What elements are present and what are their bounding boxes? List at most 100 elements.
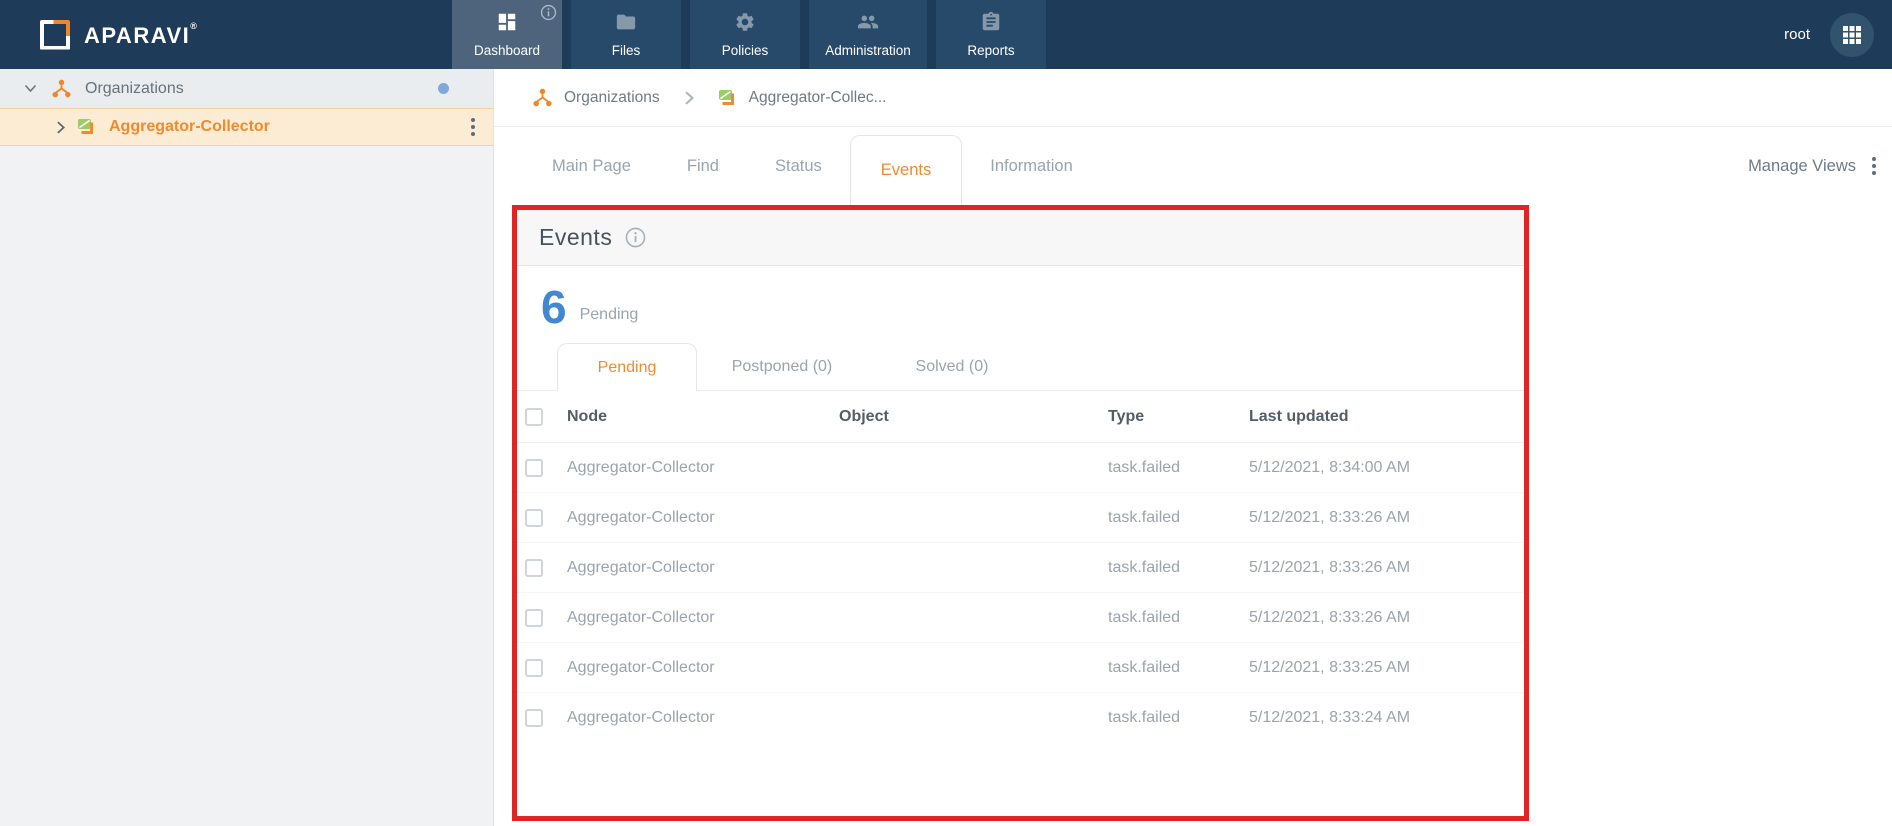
breadcrumb-label: Organizations bbox=[564, 88, 660, 106]
nav-tab-label: Dashboard bbox=[473, 43, 541, 58]
apps-grid-icon bbox=[1843, 25, 1861, 44]
row-checkbox[interactable] bbox=[525, 658, 543, 677]
tab-main-page[interactable]: Main Page bbox=[552, 156, 631, 175]
people-icon bbox=[856, 11, 880, 38]
cell-type: task.failed bbox=[1108, 658, 1181, 676]
column-header-object: Object bbox=[839, 407, 889, 425]
breadcrumb-item-aggregator-collector[interactable]: Aggregator-Collec... bbox=[718, 88, 887, 107]
cell-type: task.failed bbox=[1108, 508, 1181, 526]
nav-tab-policies[interactable]: Policies bbox=[690, 0, 800, 69]
folder-icon bbox=[615, 11, 637, 38]
pending-summary: 6 Pending bbox=[517, 266, 1524, 333]
tab-events[interactable]: Events bbox=[849, 135, 963, 205]
manage-views-label: Manage Views bbox=[1748, 156, 1856, 175]
cell-node: Aggregator-Collector bbox=[567, 458, 715, 476]
tab-information[interactable]: Information bbox=[990, 156, 1073, 175]
events-panel: Events 6 Pending Pending Postponed (0) S… bbox=[512, 205, 1529, 821]
tree-item-label: Organizations bbox=[85, 79, 184, 97]
apps-grid-button[interactable] bbox=[1830, 12, 1874, 57]
table-row[interactable]: Aggregator-Collector task.failed 5/12/20… bbox=[517, 693, 1524, 743]
breadcrumb-separator-icon bbox=[684, 90, 694, 105]
tab-find[interactable]: Find bbox=[686, 156, 719, 175]
select-all-checkbox[interactable] bbox=[525, 407, 543, 426]
row-checkbox[interactable] bbox=[525, 458, 543, 477]
row-checkbox[interactable] bbox=[525, 709, 543, 728]
nav-tab-label: Policies bbox=[721, 43, 769, 58]
chevron-right-icon[interactable] bbox=[56, 120, 65, 134]
sidebar-item-aggregator-collector[interactable]: Aggregator-Collector bbox=[0, 108, 493, 146]
cell-node: Aggregator-Collector bbox=[567, 709, 715, 727]
row-checkbox[interactable] bbox=[525, 608, 543, 627]
nav-tab-label: Administration bbox=[825, 43, 911, 58]
nav-tab-dashboard[interactable]: Dashboard bbox=[452, 0, 562, 69]
panel-title: Events bbox=[539, 224, 613, 250]
dashboard-icon bbox=[496, 11, 518, 38]
events-tab-bar: Pending Postponed (0) Solved (0) bbox=[517, 343, 1524, 392]
main-content: Organizations Aggregator-Collec... Main … bbox=[494, 69, 1892, 826]
breadcrumb-item-organizations[interactable]: Organizations bbox=[532, 88, 660, 107]
column-header-last-updated: Last updated bbox=[1249, 407, 1349, 425]
organization-icon bbox=[52, 79, 71, 98]
tab-postponed[interactable]: Postponed (0) bbox=[731, 358, 833, 376]
user-name[interactable]: root bbox=[1784, 26, 1810, 43]
cell-node: Aggregator-Collector bbox=[567, 608, 715, 626]
node-icon bbox=[78, 119, 93, 134]
nav-tab-files[interactable]: Files bbox=[571, 0, 681, 69]
table-row[interactable]: Aggregator-Collector task.failed 5/12/20… bbox=[517, 593, 1524, 644]
organization-icon bbox=[533, 88, 552, 107]
cell-last-updated: 5/12/2021, 8:33:26 AM bbox=[1249, 558, 1411, 576]
info-icon[interactable] bbox=[625, 227, 646, 248]
page-tab-bar: Main Page Find Status Events Information… bbox=[494, 127, 1892, 205]
brand-area: APARAVI® bbox=[0, 0, 452, 69]
status-dot bbox=[438, 83, 449, 94]
aparavi-logo-icon bbox=[38, 18, 72, 52]
row-checkbox[interactable] bbox=[525, 508, 543, 527]
cell-last-updated: 5/12/2021, 8:33:24 AM bbox=[1249, 709, 1411, 727]
nav-tab-label: Reports bbox=[967, 43, 1015, 58]
info-icon[interactable] bbox=[540, 4, 557, 21]
cell-type: task.failed bbox=[1108, 458, 1181, 476]
nav-tab-reports[interactable]: Reports bbox=[936, 0, 1046, 69]
cell-type: task.failed bbox=[1108, 709, 1181, 727]
sidebar-item-organizations[interactable]: Organizations bbox=[0, 69, 493, 108]
cell-type: task.failed bbox=[1108, 608, 1181, 626]
nav-tab-label: Files bbox=[611, 43, 641, 58]
breadcrumb-label: Aggregator-Collec... bbox=[748, 88, 887, 106]
column-header-type: Type bbox=[1108, 407, 1145, 425]
brand-name: APARAVI® bbox=[84, 20, 199, 48]
org-tree-sidebar: Organizations Aggregator-Collector bbox=[0, 69, 494, 826]
tree-item-label: Aggregator-Collector bbox=[109, 118, 270, 135]
kebab-menu-icon[interactable] bbox=[471, 118, 475, 136]
tab-solved[interactable]: Solved (0) bbox=[915, 358, 989, 376]
events-table-header: Node Object Type Last updated bbox=[517, 391, 1524, 444]
pending-count-label: Pending bbox=[579, 306, 639, 324]
topbar-right: root bbox=[1784, 0, 1892, 69]
panel-empty-space bbox=[517, 743, 1524, 816]
primary-nav: Dashboard Files Policies Administration … bbox=[452, 0, 1046, 69]
cell-node: Aggregator-Collector bbox=[567, 508, 715, 526]
cell-node: Aggregator-Collector bbox=[567, 658, 715, 676]
top-navbar: APARAVI® Dashboard Files Policies bbox=[0, 0, 1892, 69]
node-icon bbox=[718, 89, 734, 105]
table-row[interactable]: Aggregator-Collector task.failed 5/12/20… bbox=[517, 493, 1524, 544]
manage-views-button[interactable]: Manage Views bbox=[1748, 127, 1876, 205]
table-row[interactable]: Aggregator-Collector task.failed 5/12/20… bbox=[517, 643, 1524, 694]
cell-last-updated: 5/12/2021, 8:34:00 AM bbox=[1249, 458, 1411, 476]
breadcrumb: Organizations Aggregator-Collec... bbox=[494, 69, 1892, 127]
chevron-down-icon[interactable] bbox=[24, 84, 37, 93]
gear-icon bbox=[734, 11, 756, 38]
tab-pending[interactable]: Pending bbox=[557, 343, 697, 392]
cell-last-updated: 5/12/2021, 8:33:25 AM bbox=[1249, 658, 1411, 676]
row-checkbox[interactable] bbox=[525, 558, 543, 577]
table-row[interactable]: Aggregator-Collector task.failed 5/12/20… bbox=[517, 443, 1524, 494]
cell-type: task.failed bbox=[1108, 558, 1181, 576]
kebab-menu-icon[interactable] bbox=[1872, 157, 1876, 175]
registered-mark: ® bbox=[190, 20, 199, 31]
clipboard-icon bbox=[980, 11, 1002, 38]
tab-status[interactable]: Status bbox=[775, 156, 822, 175]
pending-count: 6 bbox=[541, 281, 567, 333]
events-panel-header: Events bbox=[517, 210, 1524, 266]
table-row[interactable]: Aggregator-Collector task.failed 5/12/20… bbox=[517, 543, 1524, 594]
cell-last-updated: 5/12/2021, 8:33:26 AM bbox=[1249, 508, 1411, 526]
nav-tab-administration[interactable]: Administration bbox=[809, 0, 927, 69]
